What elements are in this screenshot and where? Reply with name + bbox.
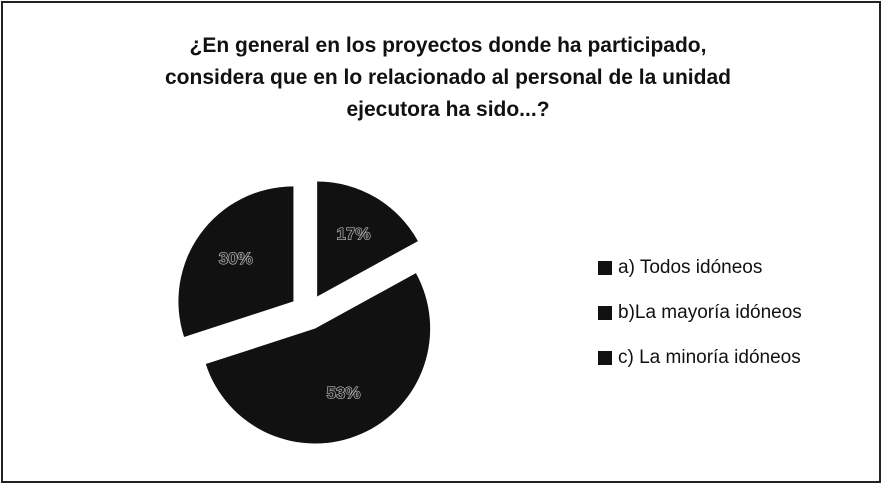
pie-slice bbox=[317, 181, 418, 297]
legend-swatch bbox=[598, 351, 612, 365]
data-label: 17% bbox=[336, 225, 370, 244]
legend-label: b)La mayoría idóneos bbox=[618, 302, 802, 323]
legend-swatch bbox=[598, 261, 612, 275]
pie-slice bbox=[205, 273, 431, 444]
legend-label: a) Todos idóneos bbox=[618, 257, 762, 278]
data-label: 53% bbox=[326, 383, 360, 402]
pie-slice bbox=[178, 186, 294, 337]
legend-swatch bbox=[598, 306, 612, 320]
data-label: 30% bbox=[219, 249, 253, 268]
chart-title: considera que en lo relacionado al perso… bbox=[165, 66, 731, 89]
legend-label: c) La minoría idóneos bbox=[618, 347, 801, 368]
chart-title: ¿En general en los proyectos donde ha pa… bbox=[190, 34, 707, 57]
chart-title: ejecutora ha sido...? bbox=[346, 98, 549, 121]
